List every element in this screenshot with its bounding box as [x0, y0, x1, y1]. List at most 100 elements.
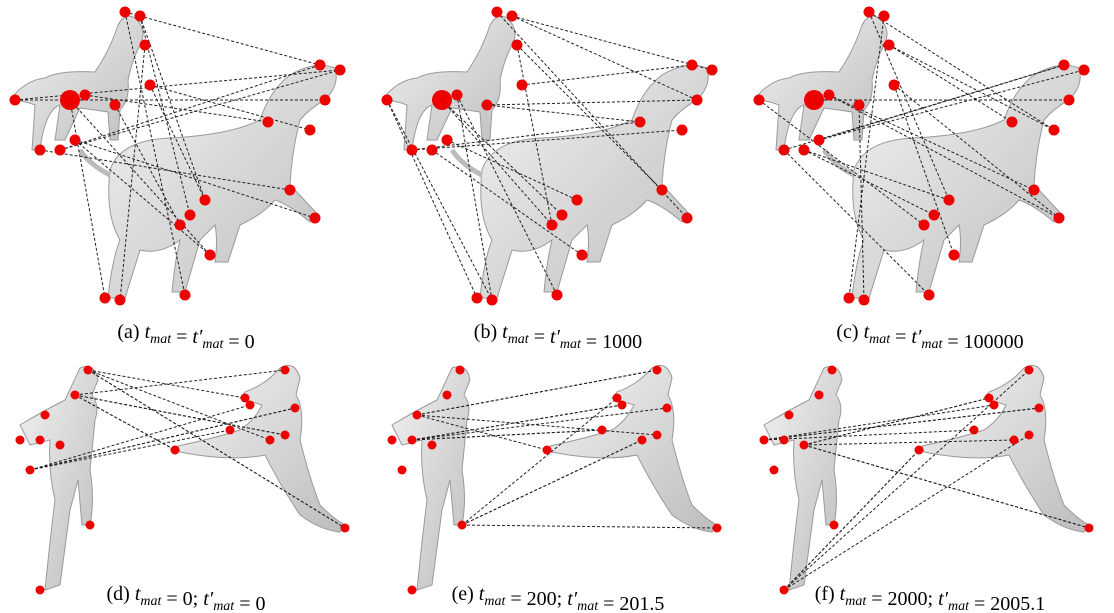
keypoint	[320, 95, 331, 106]
keypoint	[780, 436, 789, 445]
math-subscript: mat	[140, 594, 162, 609]
keypoint	[754, 95, 765, 106]
keypoint	[547, 220, 558, 231]
panel	[16, 366, 350, 595]
keypoint	[770, 466, 779, 475]
keypoint	[990, 401, 999, 410]
figure: (a) tmat = t′mat = 0(b) tmat = t′mat = 1…	[0, 0, 1114, 613]
left-shape	[392, 367, 470, 591]
keypoint	[36, 586, 45, 595]
keypoint	[830, 521, 839, 530]
caption-text: = 201.5	[603, 593, 664, 613]
math-subscript: mat	[484, 594, 506, 609]
keypoint	[175, 220, 186, 231]
keypoint	[859, 295, 870, 306]
correspondence-line	[462, 525, 717, 528]
keypoint	[10, 95, 21, 106]
keypoint	[492, 7, 503, 18]
keypoint	[543, 446, 552, 455]
math-subscript: mat	[560, 337, 582, 352]
keypoint	[814, 135, 825, 146]
keypoint	[205, 250, 216, 261]
keypoint	[779, 145, 790, 156]
keypoint	[949, 250, 960, 261]
keypoint	[844, 293, 855, 304]
caption-text: = 200;	[510, 588, 562, 610]
caption-text: =	[534, 326, 545, 348]
keypoint	[653, 431, 662, 440]
keypoint	[226, 426, 235, 435]
math-subscript: mat	[845, 594, 867, 609]
keypoint	[653, 366, 662, 375]
keypoint	[266, 436, 275, 445]
keypoint	[140, 40, 151, 51]
keypoint	[804, 90, 824, 110]
keypoint	[456, 366, 465, 375]
caption: (d) tmat = 0; t′mat = 0	[107, 583, 266, 613]
right-shape	[922, 366, 1089, 532]
keypoint	[635, 117, 646, 128]
caption-text: = 100000	[947, 331, 1023, 353]
caption: (f) tmat = 2000; t′mat = 2005.1	[815, 583, 1046, 613]
keypoint	[335, 65, 346, 76]
keypoint	[115, 295, 126, 306]
keypoint	[924, 290, 935, 301]
keypoint	[16, 436, 25, 445]
keypoint	[246, 401, 255, 410]
keypoint	[780, 586, 789, 595]
keypoint	[120, 7, 131, 18]
caption: (a) tmat = t′mat = 0	[117, 321, 254, 353]
keypoint	[682, 213, 693, 224]
caption-text: (d)	[107, 583, 130, 605]
keypoint	[815, 391, 824, 400]
caption-text: = 2000;	[871, 588, 933, 610]
correspondence-line	[88, 370, 345, 528]
keypoint	[1049, 125, 1060, 136]
keypoint	[512, 40, 523, 51]
keypoint	[443, 391, 452, 400]
keypoint	[884, 40, 895, 51]
keypoint	[785, 411, 794, 420]
left-shape	[20, 367, 98, 591]
keypoint	[638, 436, 647, 445]
caption-text: =	[895, 326, 906, 348]
keypoint	[310, 213, 321, 224]
keypoint	[281, 431, 290, 440]
caption-text: = 2005.1	[974, 593, 1045, 613]
keypoint	[919, 220, 930, 231]
keypoint	[970, 426, 979, 435]
keypoint	[1007, 117, 1018, 128]
keypoint	[180, 290, 191, 301]
keypoint	[879, 11, 890, 22]
keypoint	[713, 524, 722, 533]
keypoint	[944, 195, 955, 206]
keypoint	[657, 185, 668, 196]
keypoint	[472, 293, 483, 304]
caption-text: (e)	[452, 583, 474, 605]
keypoint	[388, 436, 397, 445]
keypoint	[854, 100, 865, 111]
keypoint	[26, 466, 35, 475]
keypoint	[263, 117, 274, 128]
math-subscript: mat	[150, 332, 172, 347]
keypoint	[517, 80, 528, 91]
keypoint	[413, 411, 422, 420]
keypoint	[1035, 404, 1044, 413]
keypoint	[800, 441, 809, 450]
keypoint	[285, 185, 296, 196]
keypoint	[291, 404, 300, 413]
math-subscript: mat	[213, 599, 235, 613]
keypoint	[71, 391, 80, 400]
panel	[760, 366, 1094, 595]
keypoint	[915, 446, 924, 455]
keypoint	[692, 95, 703, 106]
small-shape	[382, 16, 515, 150]
caption-text: = 1000	[586, 331, 642, 353]
math-subscript: mat	[508, 332, 530, 347]
keypoint	[482, 100, 493, 111]
correspondence-line	[125, 12, 320, 65]
keypoint	[398, 466, 407, 475]
keypoint	[552, 290, 563, 301]
keypoint	[507, 11, 518, 22]
keypoint	[281, 366, 290, 375]
